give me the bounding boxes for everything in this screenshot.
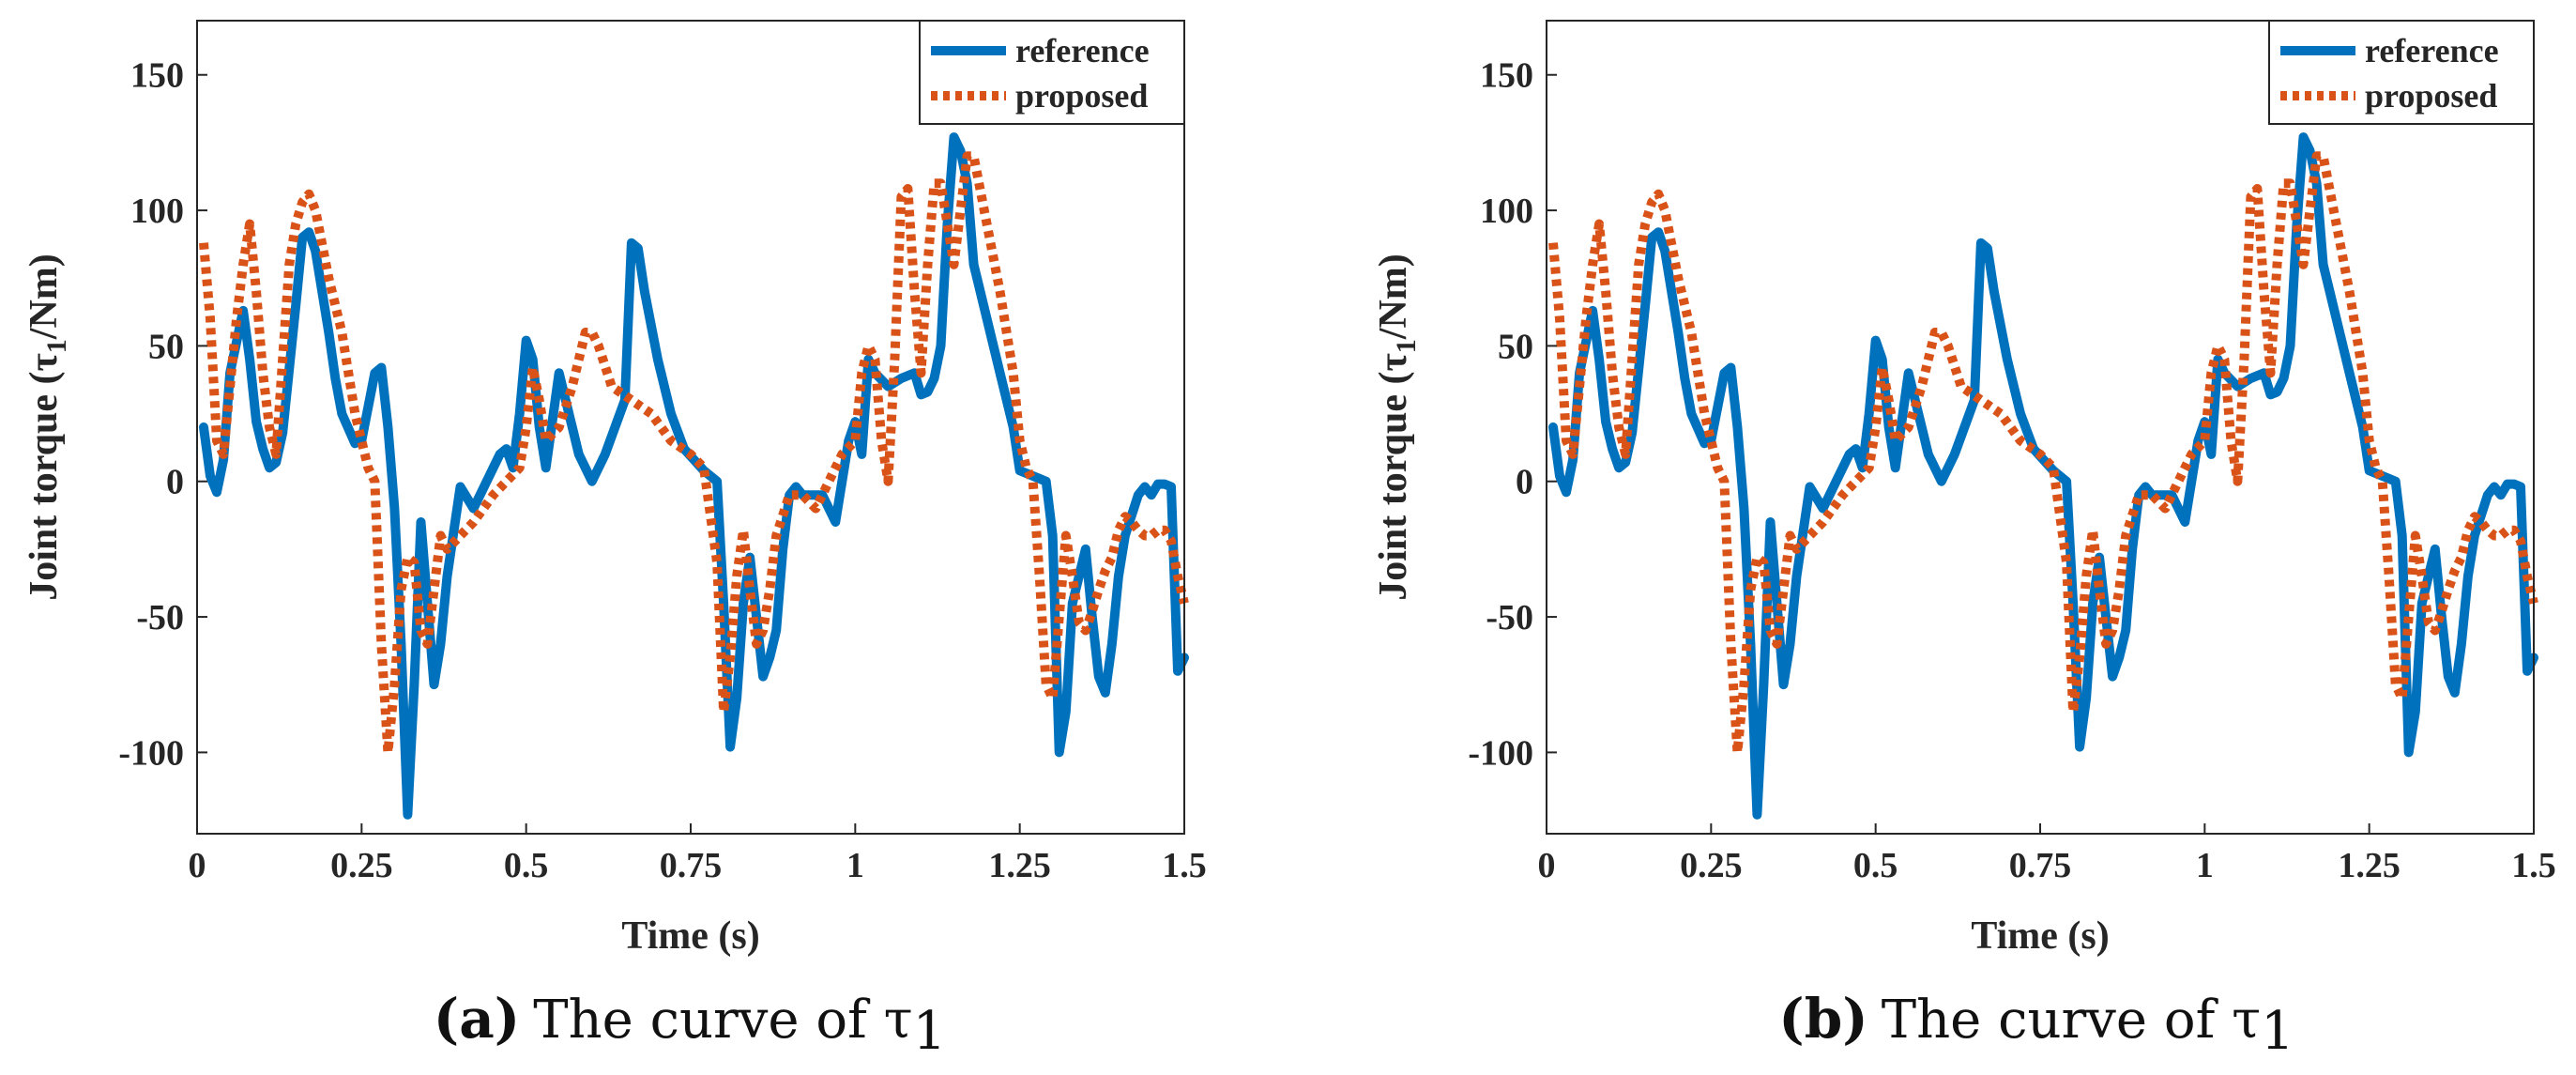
caption-a: (a) The curve of τ1 (434, 987, 946, 1062)
series-line-proposed-b (1548, 151, 2538, 758)
legend-label-proposed-b: proposed (2365, 77, 2497, 115)
ylabel-b: Joint torque (τ1/Nm) (1372, 253, 1422, 601)
caption-text-b: The curve of τ (1882, 990, 2261, 1051)
series-line-proposed-a (199, 151, 1189, 758)
ytick-label: 0 (166, 463, 184, 502)
ytick-label: 150 (130, 56, 184, 96)
xlabel-a: Time (s) (621, 914, 759, 958)
xtick-label: 0.5 (504, 846, 549, 885)
xtick-label: 0 (189, 846, 206, 885)
xtick-label: 1.25 (2338, 846, 2401, 885)
ylabel-sub-b: 1 (1391, 339, 1422, 353)
ylabel-suffix-a: /Nm) (23, 253, 66, 340)
xtick-label: 1 (846, 846, 864, 885)
xticks-b: 0 0.25 0.5 0.75 1 1.25 1.5 (1538, 823, 2556, 885)
xtick-label: 1.5 (2511, 846, 2556, 885)
ytick-label: 100 (130, 192, 184, 231)
ytick-label: -100 (1468, 733, 1533, 773)
legend-box-b (2268, 20, 2535, 125)
ytick-label: 0 (1516, 463, 1533, 502)
xtick-label: 0.75 (2009, 846, 2072, 885)
yticks-b: -100 -50 0 50 100 150 (1468, 56, 1557, 773)
ytick-label: 100 (1480, 192, 1533, 231)
ytick-label: -50 (1486, 598, 1533, 637)
panel-a: 0 0.25 0.5 0.75 1 1.25 1.5 -100 -50 0 50 100 150 Ti… (23, 20, 1207, 958)
series-line-reference-b (1548, 132, 2538, 820)
caption-b: (b) The curve of τ1 (1778, 987, 2294, 1062)
xtick-label: 0 (1538, 846, 1556, 885)
legend-label-proposed-a: proposed (1015, 77, 1148, 115)
panel-b: 0 0.25 0.5 0.75 1 1.25 1.5 -100 -50 0 50 100 150 Ti… (1372, 20, 2556, 958)
series-layer-b (1548, 132, 2538, 820)
xtick-label: 1.5 (1162, 846, 1207, 885)
xtick-label: 0.5 (1853, 846, 1898, 885)
ytick-label: -100 (118, 733, 184, 773)
yticks-a: -100 -50 0 50 100 150 (118, 56, 207, 773)
ytick-label: 150 (1480, 56, 1533, 96)
ylabel-prefix-b: Joint torque (τ (1372, 353, 1415, 601)
series-layer-a (199, 132, 1189, 820)
xlabel-b: Time (s) (1971, 914, 2109, 958)
xtick-label: 1.25 (988, 846, 1051, 885)
caption-sub-b: 1 (2261, 1001, 2294, 1062)
ytick-label: 50 (1498, 327, 1533, 366)
xtick-label: 0.75 (660, 846, 723, 885)
ytick-label: 50 (148, 327, 184, 366)
series-line-reference-a (199, 132, 1189, 820)
caption-sub-a: 1 (913, 1001, 947, 1062)
xtick-label: 1 (2196, 846, 2214, 885)
xtick-label: 0.25 (330, 846, 393, 885)
caption-letter-b: (b) (1778, 987, 1867, 1051)
ytick-label: -50 (136, 598, 184, 637)
legend-box-a (919, 20, 1185, 125)
ylabel-sub-a: 1 (41, 339, 72, 353)
xtick-label: 0.25 (1680, 846, 1743, 885)
legend-a: reference proposed (919, 20, 1185, 125)
ylabel-suffix-b: /Nm) (1372, 253, 1415, 340)
legend-label-reference-b: reference (2365, 32, 2499, 69)
ylabel-prefix-a: Joint torque (τ (23, 353, 66, 601)
ylabel-a: Joint torque (τ1/Nm) (23, 253, 72, 601)
caption-letter-a: (a) (434, 987, 520, 1051)
caption-text-a: The curve of τ (533, 990, 912, 1051)
legend-label-reference-a: reference (1015, 32, 1150, 69)
legend-b: reference proposed (2268, 20, 2535, 125)
xticks-a: 0 0.25 0.5 0.75 1 1.25 1.5 (189, 823, 1207, 885)
